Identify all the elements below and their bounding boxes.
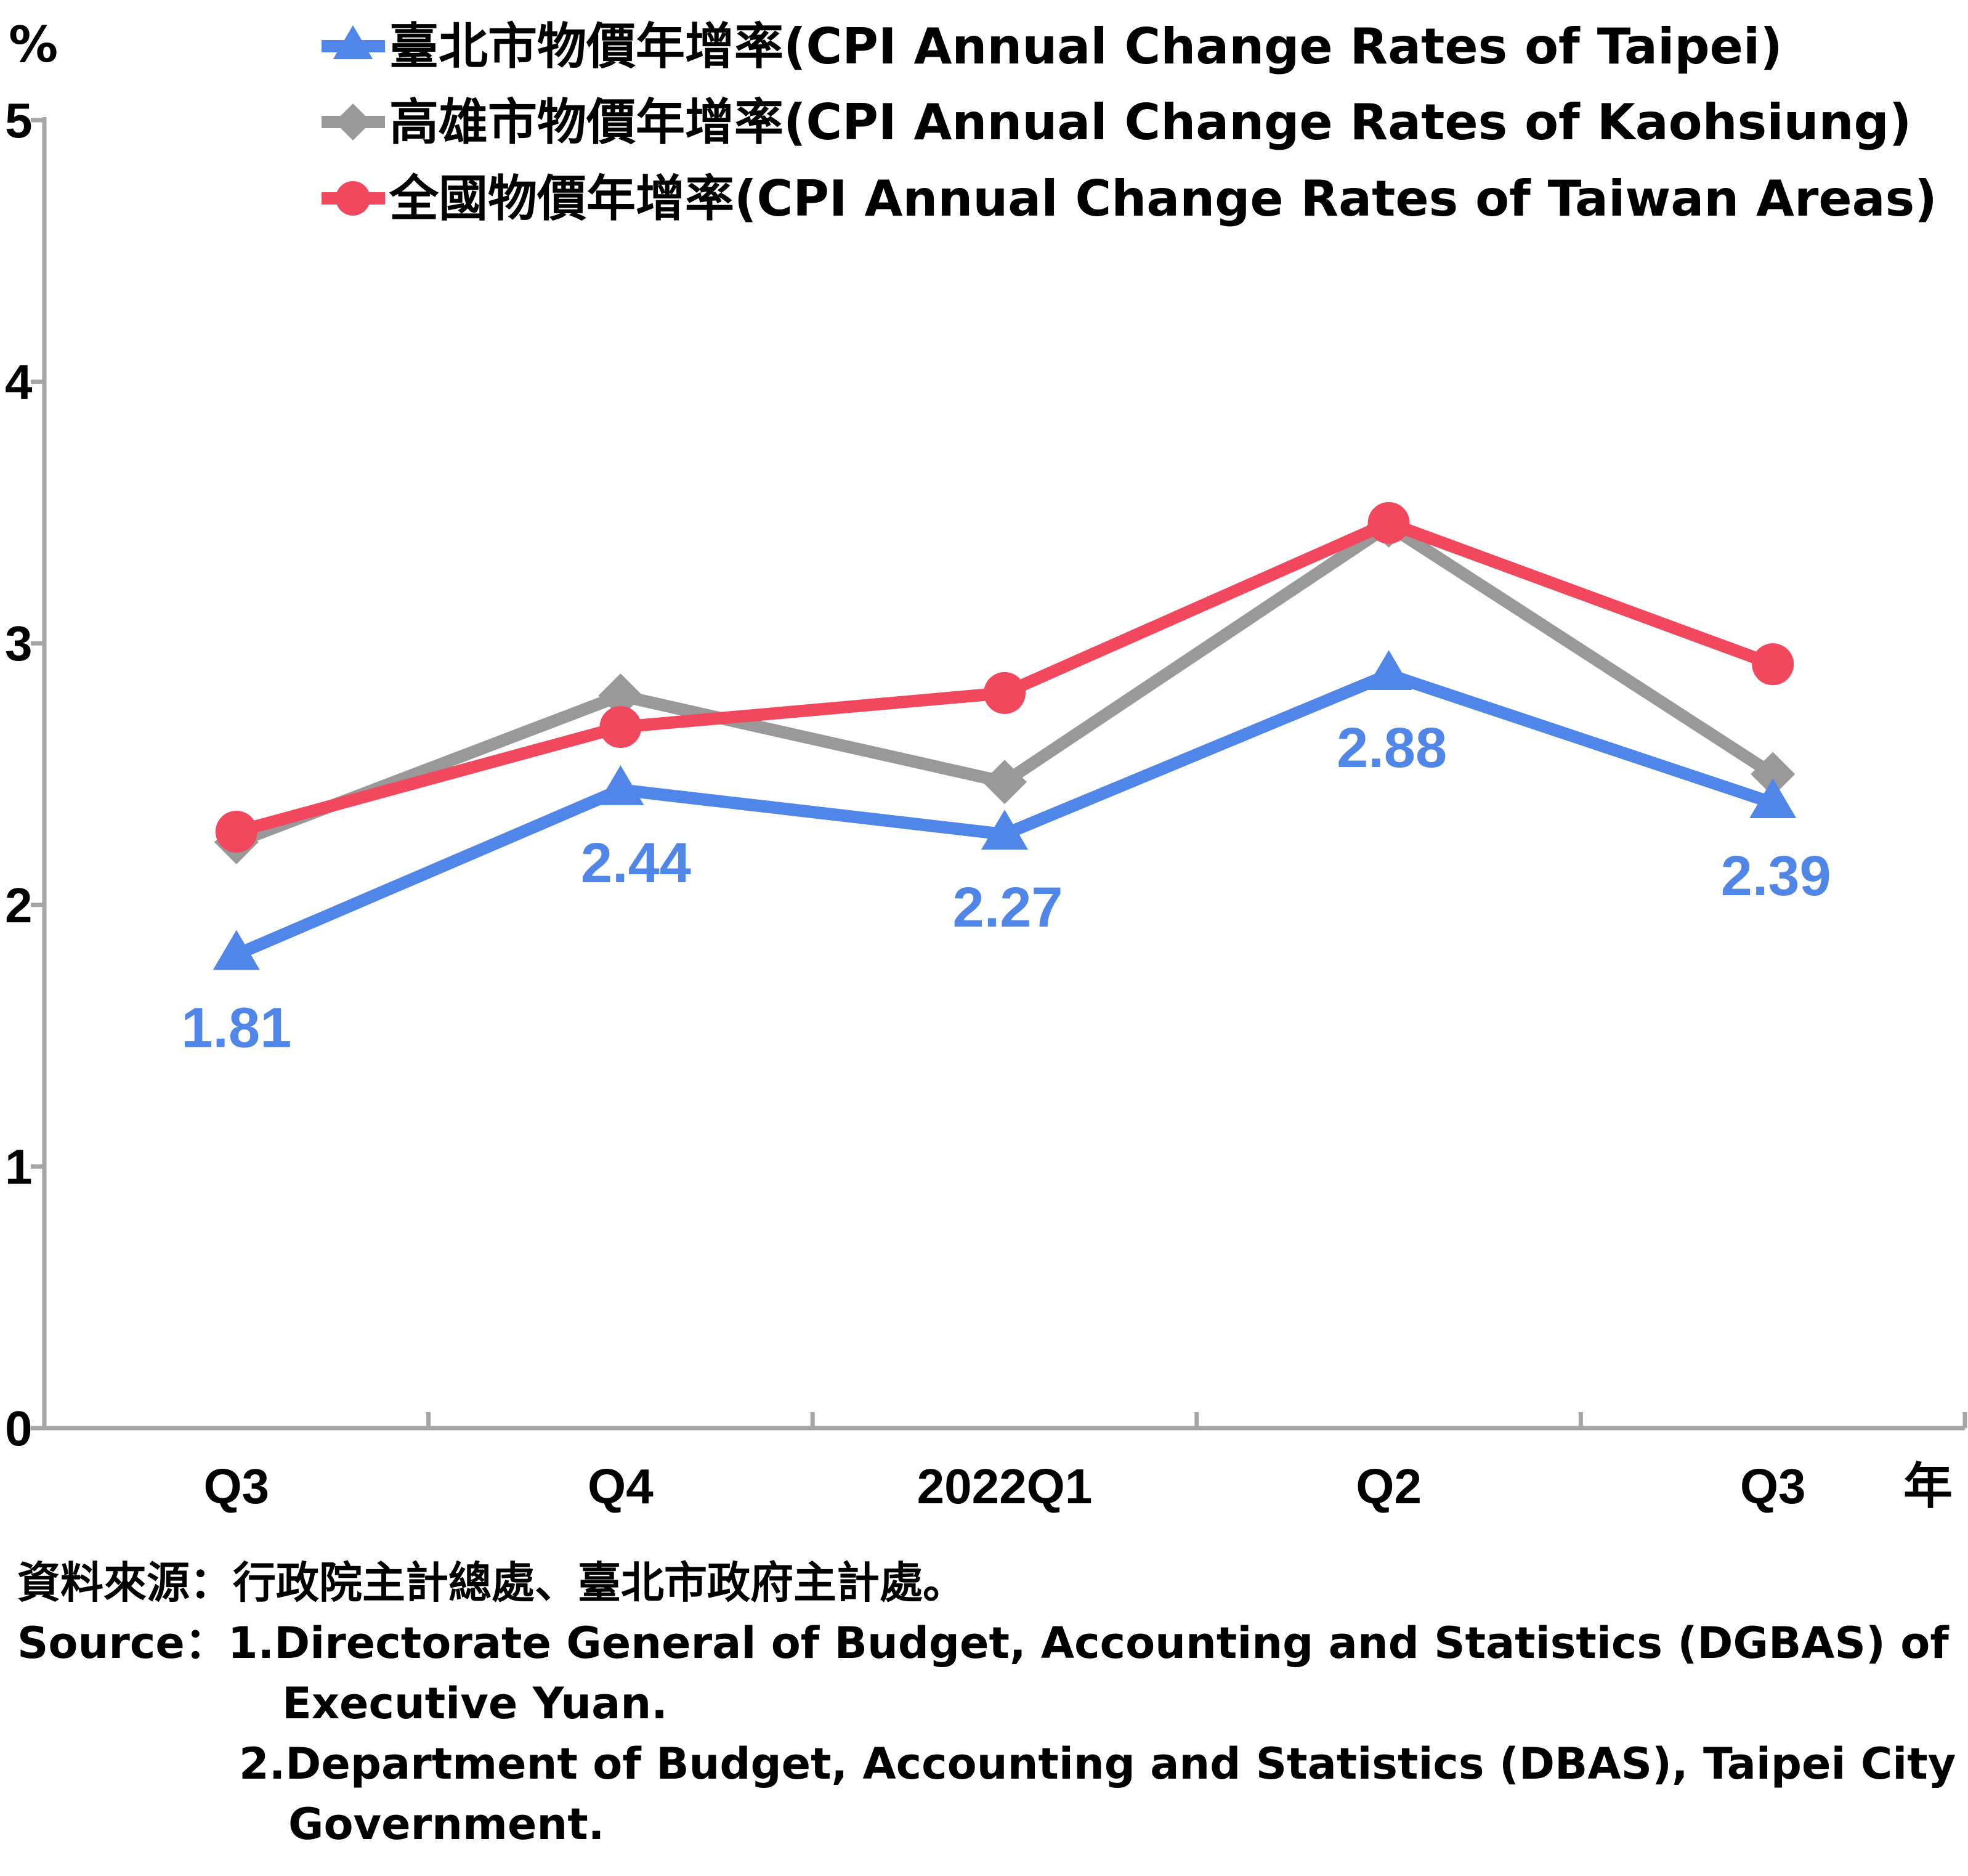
source-en-line1b: Executive Yuan. xyxy=(282,1678,668,1729)
source-en-item1: 1.Directorate General of Budget, Account… xyxy=(227,1618,1949,1668)
data-point xyxy=(1367,501,1410,544)
data-point xyxy=(1751,752,1796,797)
x-unit-label: 年 xyxy=(1903,1458,1953,1515)
x-tick-label: Q4 xyxy=(588,1459,654,1514)
data-point xyxy=(1749,778,1797,819)
data-label: 2.44 xyxy=(581,832,691,895)
legend-swatch-marker xyxy=(334,104,371,140)
x-tick-label: 2022Q1 xyxy=(917,1459,1093,1514)
data-point xyxy=(1365,650,1412,690)
x-tick-label: Q3 xyxy=(1740,1459,1806,1514)
legend: 臺北市物價年增率(CPI Annual Change Rates of Taip… xyxy=(322,18,1937,227)
axes: 0 1 2 3 4 5% Q3 Q4 2022Q1 Q2 Q3 年 xyxy=(5,16,1967,1515)
y-tick-label: 2 xyxy=(5,878,33,933)
legend-label: 臺北市物價年增率(CPI Annual Change Rates of Taip… xyxy=(389,18,1783,75)
data-point xyxy=(982,760,1027,805)
legend-label: 高雄市物價年增率(CPI Annual Change Rates of Kaoh… xyxy=(389,94,1911,151)
data-label: 2.27 xyxy=(952,876,1063,939)
data-label: 2.88 xyxy=(1337,717,1447,779)
series-layer xyxy=(213,501,1797,970)
legend-swatch-marker xyxy=(336,181,370,216)
data-point xyxy=(598,673,643,718)
legend-item: 高雄市物價年增率(CPI Annual Change Rates of Kaoh… xyxy=(322,94,1911,151)
data-point xyxy=(215,810,257,853)
source-en-line2: 2.Department of Budget, Accounting and S… xyxy=(239,1739,1956,1789)
data-point xyxy=(213,930,260,970)
legend-item: 臺北市物價年增率(CPI Annual Change Rates of Taip… xyxy=(322,18,1783,75)
x-tick-label: Q3 xyxy=(203,1459,269,1514)
y-tick-label: 3 xyxy=(5,616,33,671)
y-tick-label: 1 xyxy=(5,1139,33,1194)
data-labels: 1.81 2.44 2.27 2.88 2.39 xyxy=(181,717,1831,1059)
data-point xyxy=(1752,643,1794,686)
series-circle xyxy=(215,501,1794,853)
legend-item: 全國物價年增率(CPI Annual Change Rates of Taiwa… xyxy=(322,170,1937,227)
data-point xyxy=(597,765,644,805)
source-en-line1: Source：1.Directorate General of Budget, … xyxy=(17,1613,1958,1673)
y-tick-label: 5 xyxy=(5,93,33,148)
source-en-line2b: Government. xyxy=(288,1799,605,1850)
source-en-prefix: Source： xyxy=(17,1618,228,1668)
data-point xyxy=(984,672,1026,714)
data-point xyxy=(981,810,1028,850)
y-unit-label: % xyxy=(9,16,58,73)
source-note: 資料來源：行政院主計總處、臺北市政府主計處。 Source：1.Director… xyxy=(17,1553,1958,1854)
x-tick-label: Q2 xyxy=(1356,1459,1422,1514)
data-label: 1.81 xyxy=(181,996,291,1059)
y-tick-label: 4 xyxy=(5,355,33,410)
line-chart: 0 1 2 3 4 5% Q3 Q4 2022Q1 Q2 Q3 年 1.81 2.44 2.27 2.88 2… xyxy=(5,16,1967,1515)
legend-label: 全國物價年增率(CPI Annual Change Rates of Taiwa… xyxy=(389,170,1937,227)
y-tick-label: 0 xyxy=(5,1401,33,1456)
data-point xyxy=(599,706,642,749)
source-zh: 資料來源：行政院主計總處、臺北市政府主計處。 xyxy=(17,1557,966,1608)
series-triangle xyxy=(213,650,1797,970)
data-label: 2.39 xyxy=(1721,845,1831,908)
legend-swatch-marker xyxy=(333,25,373,60)
